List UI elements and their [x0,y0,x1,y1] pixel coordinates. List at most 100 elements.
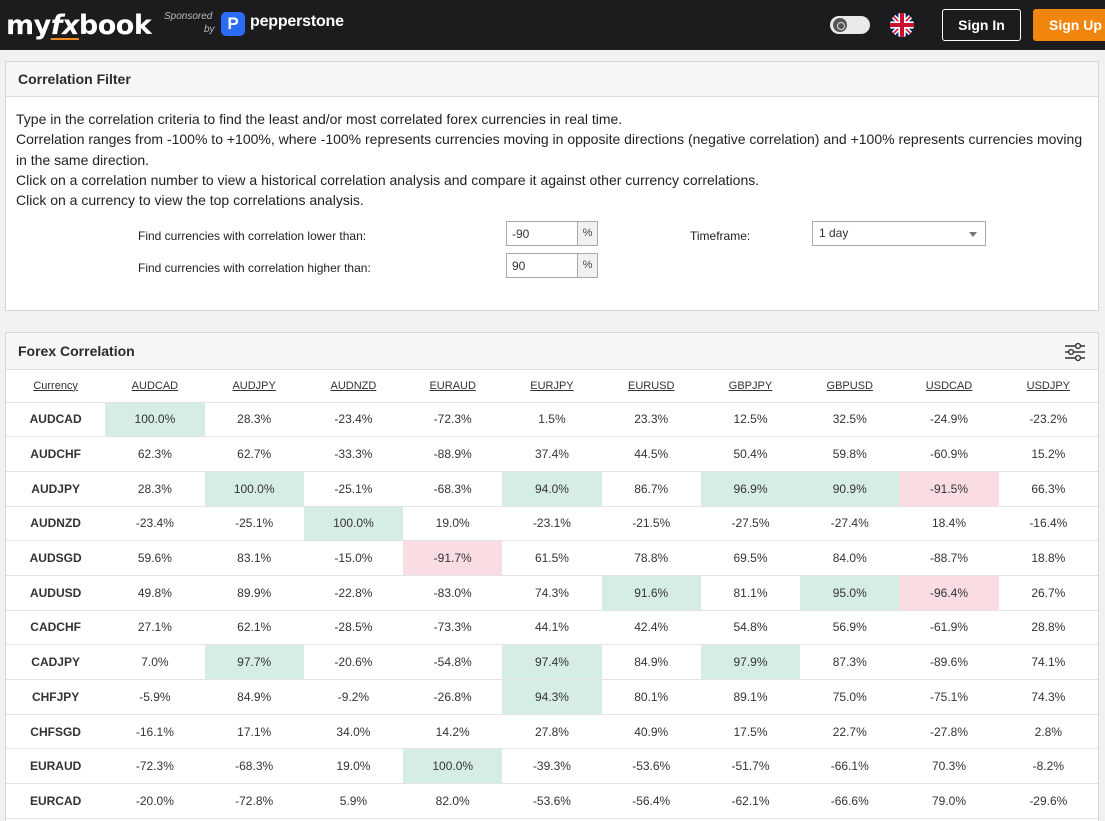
correlation-value-cell[interactable]: 62.7% [204,436,304,472]
correlation-value-cell[interactable]: 28.3% [204,402,304,438]
currency-column-header[interactable]: Currency [6,370,106,403]
correlation-value-cell[interactable]: 74.3% [502,575,602,611]
currency-pair-cell[interactable]: AUDCAD [6,402,106,438]
correlation-value-cell[interactable]: -61.9% [899,610,999,646]
correlation-value-cell[interactable]: -68.3% [204,748,304,785]
correlation-value-cell[interactable]: 5.9% [303,783,404,819]
uk-flag-icon[interactable] [890,13,914,37]
correlation-value-cell[interactable]: -16.1% [105,714,205,750]
correlation-value-cell[interactable]: 18.8% [998,540,1098,576]
correlation-value-cell[interactable]: 94.0% [502,471,602,507]
correlation-value-cell[interactable] [105,818,205,821]
correlation-value-cell[interactable]: 84.0% [800,540,900,576]
correlation-value-cell[interactable]: -28.5% [303,610,404,646]
pepperstone-logo-icon[interactable]: P [221,12,245,36]
correlation-value-cell[interactable]: 97.9% [700,644,801,680]
correlation-value-cell[interactable] [899,818,999,821]
correlation-value-cell[interactable]: -60.9% [899,436,999,472]
correlation-value-cell[interactable]: 28.3% [105,471,205,507]
sign-in-button[interactable]: Sign In [942,9,1021,41]
correlation-value-cell[interactable]: -5.9% [105,679,205,715]
correlation-value-cell[interactable]: 27.1% [105,610,205,646]
correlation-value-cell[interactable]: 59.6% [105,540,205,576]
correlation-value-cell[interactable]: 12.5% [700,402,801,438]
correlation-value-cell[interactable]: 62.1% [204,610,304,646]
sign-up-button[interactable]: Sign Up [1033,9,1105,41]
currency-pair-cell[interactable]: CADJPY [6,644,106,680]
correlation-value-cell[interactable]: 15.2% [998,436,1098,472]
correlation-value-cell[interactable]: 91.6% [601,575,701,611]
correlation-value-cell[interactable]: 75.0% [800,679,900,715]
correlation-value-cell[interactable]: 61.5% [502,540,602,576]
correlation-value-cell[interactable]: -29.6% [998,783,1098,819]
correlation-value-cell[interactable]: 84.9% [204,679,304,715]
correlation-value-cell[interactable]: -9.2% [303,679,404,715]
correlation-value-cell[interactable]: 100.0% [303,506,404,542]
correlation-value-cell[interactable]: 89.1% [700,679,801,715]
correlation-value-cell[interactable]: 40.9% [601,714,701,750]
lower-than-input[interactable] [506,221,577,246]
correlation-value-cell[interactable]: -25.1% [204,506,304,542]
currency-pair-cell[interactable]: AUDCHF [6,436,106,472]
correlation-value-cell[interactable]: -96.4% [899,575,999,611]
correlation-value-cell[interactable]: 23.3% [601,402,701,438]
correlation-value-cell[interactable]: -39.3% [502,748,602,785]
correlation-value-cell[interactable]: 42.4% [601,610,701,646]
column-header-audjpy[interactable]: AUDJPY [204,370,304,403]
currency-pair-cell[interactable]: CADCHF [6,610,106,646]
correlation-value-cell[interactable]: 2.8% [998,714,1098,750]
correlation-value-cell[interactable]: -68.3% [403,471,503,507]
correlation-value-cell[interactable]: -27.4% [800,506,900,542]
correlation-value-cell[interactable]: -8.2% [998,748,1098,785]
higher-than-input[interactable] [506,253,577,278]
correlation-value-cell[interactable]: 22.7% [800,714,900,750]
currency-pair-cell[interactable]: AUDSGD [6,540,106,576]
correlation-value-cell[interactable]: 26.7% [998,575,1098,611]
correlation-value-cell[interactable]: 97.7% [204,644,304,680]
correlation-value-cell[interactable]: -22.8% [303,575,404,611]
correlation-value-cell[interactable]: -88.9% [403,436,503,472]
correlation-value-cell[interactable]: -72.8% [204,783,304,819]
correlation-value-cell[interactable]: -91.7% [403,540,503,576]
correlation-value-cell[interactable]: 34.0% [303,714,404,750]
correlation-value-cell[interactable]: -73.3% [403,610,503,646]
correlation-value-cell[interactable]: -16.4% [998,506,1098,542]
correlation-value-cell[interactable]: -91.5% [899,471,999,507]
correlation-value-cell[interactable]: 17.5% [700,714,801,750]
column-header-gbpjpy[interactable]: GBPJPY [700,370,801,403]
correlation-value-cell[interactable]: 7.0% [105,644,205,680]
correlation-value-cell[interactable]: 100.0% [105,402,205,438]
correlation-value-cell[interactable]: -25.1% [303,471,404,507]
correlation-value-cell[interactable]: -20.6% [303,644,404,680]
myfxbook-logo[interactable]: myfxbook [6,7,152,43]
correlation-value-cell[interactable]: 95.0% [800,575,900,611]
column-header-gbpusd[interactable]: GBPUSD [800,370,900,403]
correlation-value-cell[interactable]: 84.9% [601,644,701,680]
correlation-value-cell[interactable]: 100.0% [204,471,304,507]
correlation-value-cell[interactable]: -72.3% [105,748,205,785]
correlation-value-cell[interactable]: -23.4% [105,506,205,542]
correlation-value-cell[interactable]: 100.0% [403,748,503,785]
correlation-value-cell[interactable]: 32.5% [800,402,900,438]
correlation-value-cell[interactable]: 83.1% [204,540,304,576]
correlation-value-cell[interactable]: 49.8% [105,575,205,611]
correlation-value-cell[interactable]: -23.4% [303,402,404,438]
column-header-eurusd[interactable]: EURUSD [601,370,701,403]
correlation-value-cell[interactable]: 89.9% [204,575,304,611]
correlation-value-cell[interactable]: -33.3% [303,436,404,472]
column-header-audnzd[interactable]: AUDNZD [303,370,404,403]
currency-pair-cell[interactable]: CHFSGD [6,714,106,750]
correlation-value-cell[interactable]: 94.3% [502,679,602,715]
correlation-value-cell[interactable]: 59.8% [800,436,900,472]
pepperstone-name[interactable]: pepperstone [250,13,344,30]
correlation-value-cell[interactable] [700,818,801,821]
correlation-value-cell[interactable]: 74.3% [998,679,1098,715]
correlation-value-cell[interactable]: -62.1% [700,783,801,819]
correlation-value-cell[interactable]: 86.7% [601,471,701,507]
correlation-value-cell[interactable]: -54.8% [403,644,503,680]
correlation-value-cell[interactable]: 28.8% [998,610,1098,646]
correlation-value-cell[interactable]: -83.0% [403,575,503,611]
correlation-value-cell[interactable]: -23.2% [998,402,1098,438]
correlation-value-cell[interactable]: -56.4% [601,783,701,819]
correlation-value-cell[interactable]: 19.0% [403,506,503,542]
